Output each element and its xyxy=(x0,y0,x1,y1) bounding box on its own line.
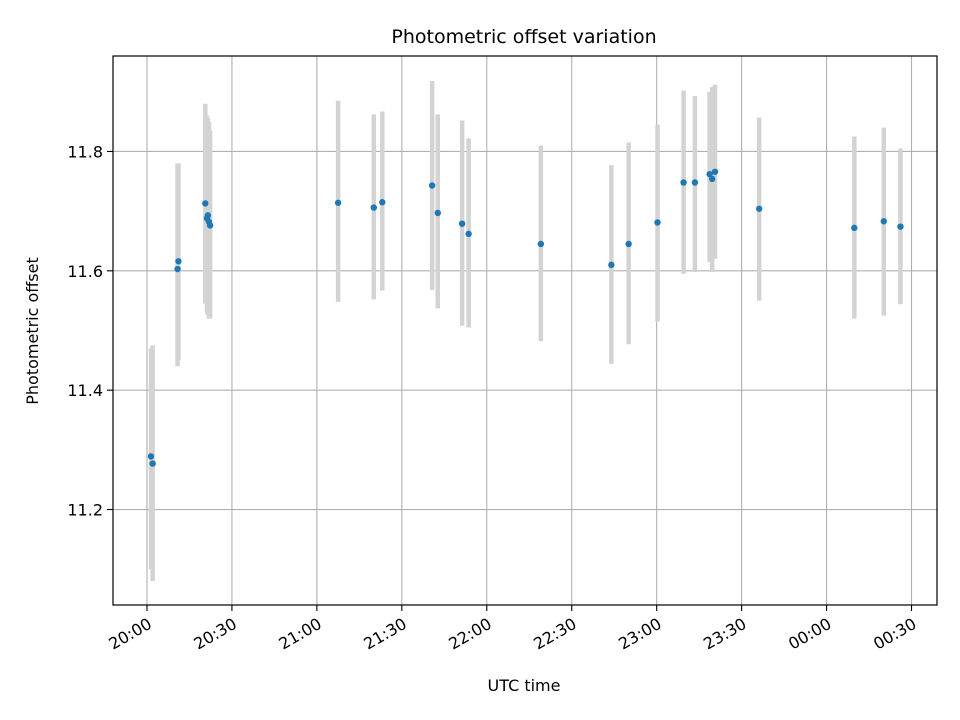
data-point xyxy=(680,179,687,186)
data-point xyxy=(434,209,441,217)
data-point xyxy=(204,212,212,219)
x-tick-label: 21:00 xyxy=(275,614,324,654)
data-point xyxy=(851,224,858,232)
data-point xyxy=(428,182,436,189)
data-point xyxy=(711,168,719,175)
x-tick-label: 21:30 xyxy=(360,614,409,654)
data-point xyxy=(174,265,181,273)
data-point xyxy=(149,460,156,467)
y-tick-label: 11.4 xyxy=(67,381,103,400)
data-point xyxy=(175,258,182,265)
data-point xyxy=(706,170,713,178)
plot-frame xyxy=(112,55,938,606)
x-tick-label: 22:30 xyxy=(530,614,579,654)
data-point xyxy=(654,219,661,226)
data-point xyxy=(608,261,615,269)
data-point xyxy=(691,179,699,186)
data-point xyxy=(379,199,386,206)
y-axis-label: Photometric offset xyxy=(23,257,42,405)
data-points xyxy=(147,168,904,467)
x-tick-label: 20:30 xyxy=(190,614,239,654)
data-point xyxy=(370,204,377,211)
grid xyxy=(113,56,937,605)
y-tick-label: 11.2 xyxy=(67,501,103,520)
x-tick-label: 00:00 xyxy=(785,614,834,654)
data-point xyxy=(708,175,716,183)
error-bars xyxy=(148,81,903,582)
x-tick-label: 23:30 xyxy=(700,614,749,654)
data-point xyxy=(537,240,545,248)
data-point xyxy=(202,200,209,207)
data-point xyxy=(880,218,887,225)
x-tick-label: 00:30 xyxy=(870,614,919,654)
x-tick-label: 20:00 xyxy=(106,614,155,654)
y-axis-ticks: 11.2 11.4 11.6 11.8 xyxy=(67,142,113,520)
y-tick-label: 11.8 xyxy=(67,142,103,161)
x-axis-label: UTC time xyxy=(488,676,561,695)
data-point xyxy=(625,240,632,248)
data-point xyxy=(465,230,472,238)
x-tick-label: 23:00 xyxy=(615,614,664,654)
data-point xyxy=(755,205,763,212)
data-point xyxy=(458,220,466,227)
data-point xyxy=(334,199,342,206)
data-point xyxy=(147,453,155,460)
data-point xyxy=(206,222,214,229)
y-tick-label: 11.6 xyxy=(67,262,103,281)
chart-title: Photometric offset variation xyxy=(391,26,656,48)
data-point xyxy=(897,223,904,230)
x-tick-label: 22:00 xyxy=(445,614,494,654)
x-axis-ticks: 20:00 20:30 21:00 21:30 22:00 22:30 23:00 23:30… xyxy=(106,605,920,654)
